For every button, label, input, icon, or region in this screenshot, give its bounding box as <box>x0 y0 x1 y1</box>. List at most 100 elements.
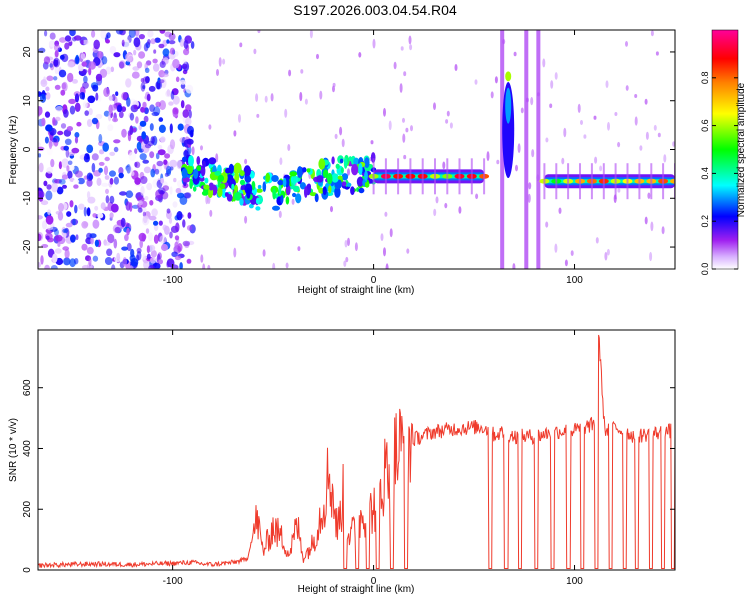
track-blob <box>309 192 317 197</box>
noise-blob <box>133 37 141 48</box>
track-blob <box>353 157 360 166</box>
y-tick-label: 20 <box>22 46 33 58</box>
track-blob <box>202 160 206 169</box>
track-blob <box>214 170 222 176</box>
noise-blob <box>171 251 178 258</box>
noise-blob <box>110 104 117 111</box>
noise-blob <box>69 30 76 37</box>
noise-blob <box>154 37 161 43</box>
noise-blob <box>63 109 69 118</box>
noise-blob <box>176 192 185 199</box>
noise-blob <box>140 82 146 92</box>
noise-blob <box>60 123 67 129</box>
noise-blob <box>121 92 128 101</box>
noise-blob <box>64 249 70 259</box>
noise-blob <box>151 111 160 117</box>
noise-blob <box>39 93 47 103</box>
noise-blob <box>190 41 195 49</box>
noise-blob <box>339 126 343 136</box>
noise-blob <box>564 259 568 267</box>
noise-blob <box>78 65 84 72</box>
noise-blob <box>384 211 388 217</box>
noise-blob <box>75 234 79 241</box>
spectrogram-x-ticks: -100 0 100 <box>163 30 583 286</box>
noise-blob <box>162 48 170 57</box>
noise-blob <box>38 153 42 158</box>
noise-blob <box>657 132 661 138</box>
noise-blob <box>67 160 73 166</box>
track-blob <box>259 197 263 203</box>
noise-blob <box>105 39 110 44</box>
noise-blob <box>99 149 105 155</box>
noise-blob <box>142 253 146 261</box>
track-blob <box>296 166 303 179</box>
noise-blob <box>73 179 80 184</box>
track-blob <box>299 182 306 190</box>
noise-blob <box>169 123 173 134</box>
track-blob <box>243 165 251 177</box>
track-blob <box>318 158 326 170</box>
noise-blob <box>181 228 187 235</box>
noise-blob <box>444 202 448 209</box>
noise-blob <box>81 265 90 269</box>
noise-blob <box>661 226 665 235</box>
noise-blob <box>144 143 152 149</box>
noise-blob <box>153 234 159 244</box>
track-blob <box>249 203 254 209</box>
noise-blob <box>162 185 170 192</box>
noise-blob <box>134 30 140 37</box>
noise-blob <box>126 242 132 252</box>
track-blob <box>307 183 311 190</box>
noise-blob <box>132 127 137 133</box>
noise-blob <box>403 71 407 77</box>
noise-blob <box>174 235 180 241</box>
noise-blob <box>159 30 166 34</box>
noise-blob <box>383 107 386 117</box>
track-blob <box>339 158 344 164</box>
noise-blob <box>433 208 437 217</box>
noise-blob <box>97 213 104 219</box>
noise-blob <box>545 137 549 143</box>
snr-x-label: Height of straight line (km) <box>298 584 415 595</box>
track-blob <box>186 165 193 175</box>
noise-blob <box>94 205 99 211</box>
y-tick-label: 400 <box>22 440 33 457</box>
noise-blob <box>43 56 51 65</box>
noise-blob <box>605 80 609 88</box>
noise-blob <box>38 233 42 242</box>
noise-blob <box>86 207 91 217</box>
noise-blob <box>95 113 103 120</box>
noise-blob <box>458 206 462 214</box>
noise-blob <box>113 52 121 58</box>
track-blob <box>331 173 339 183</box>
noise-blob <box>279 157 283 165</box>
noise-blob <box>185 84 194 94</box>
noise-blob <box>174 241 179 249</box>
noise-blob <box>147 30 154 38</box>
track-blob <box>255 197 260 205</box>
noise-blob <box>109 151 116 156</box>
track-blob <box>351 163 359 176</box>
noise-blob <box>186 258 192 264</box>
track-blob <box>356 176 364 187</box>
y-tick-label: 0 <box>22 146 33 152</box>
noise-blob <box>159 61 166 68</box>
noise-blob <box>46 225 54 231</box>
noise-blob <box>109 170 116 177</box>
noise-blob <box>113 238 118 249</box>
noise-blob <box>287 144 291 151</box>
x-tick-label: 100 <box>566 275 583 286</box>
noise-blob <box>88 108 93 116</box>
noise-blob <box>172 201 178 208</box>
noise-blob <box>44 136 49 144</box>
noise-blob <box>399 83 403 93</box>
noise-blob <box>486 151 490 162</box>
x-tick-label: 0 <box>371 275 377 286</box>
track-blob <box>356 187 360 192</box>
noise-blob <box>45 92 51 100</box>
track-blob <box>295 193 302 204</box>
noise-blob <box>341 138 345 148</box>
noise-blob <box>44 30 48 37</box>
y-tick-label: -10 <box>22 191 33 206</box>
track-blob <box>314 193 319 203</box>
